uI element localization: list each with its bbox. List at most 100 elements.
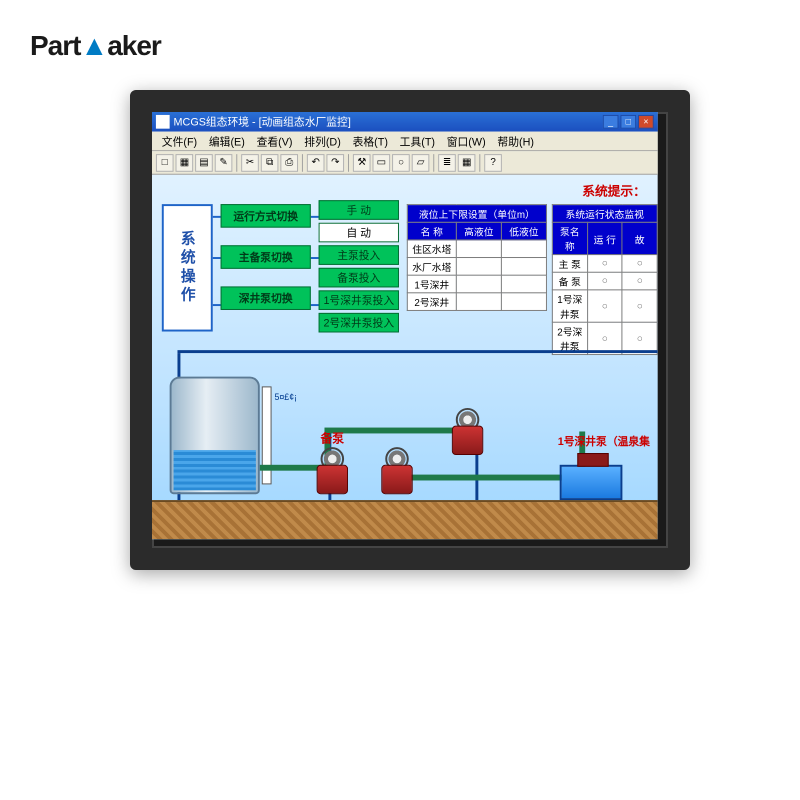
ground	[152, 500, 658, 539]
monitor-frame: MCGS组态环境 - [动画组态水厂监控] _ □ × 文件(F)编辑(E)查看…	[130, 90, 690, 570]
menu-item[interactable]: 文件(F)	[158, 131, 201, 151]
toolbar-button[interactable]: ↷	[326, 154, 344, 172]
toolbar-button[interactable]: ↶	[307, 154, 325, 172]
cell-input[interactable]	[456, 293, 501, 311]
toolbar-divider	[348, 154, 349, 172]
toolbar-button[interactable]: ?	[484, 154, 502, 172]
toolbar-button[interactable]: ▭	[373, 154, 391, 172]
cell-input[interactable]	[501, 258, 546, 276]
close-button[interactable]: ×	[638, 115, 654, 129]
status-indicator	[587, 255, 622, 273]
menu-item[interactable]: 编辑(E)	[205, 131, 249, 151]
mode-button[interactable]: 1号深井泵投入	[319, 290, 399, 310]
row-name: 主 泵	[552, 255, 587, 273]
status-indicator	[622, 272, 657, 290]
mode-label: 深井泵切换	[221, 286, 311, 310]
toolbar-divider	[236, 154, 237, 172]
row-name: 1号深井泵	[552, 290, 587, 322]
screen: MCGS组态环境 - [动画组态水厂监控] _ □ × 文件(F)编辑(E)查看…	[152, 112, 658, 539]
cell-input[interactable]	[501, 240, 546, 258]
column-header: 运 行	[587, 222, 622, 254]
toolbar-button[interactable]: ✂	[241, 154, 259, 172]
toolbar-button[interactable]: ⧉	[261, 154, 279, 172]
mode-label: 运行方式切换	[221, 204, 311, 228]
row-name: 2号深井	[407, 293, 456, 311]
table-row: 水厂水塔	[407, 258, 546, 276]
minimize-button[interactable]: _	[603, 115, 619, 129]
toolbar-button[interactable]: ▦	[458, 154, 476, 172]
row-name: 1号深井	[407, 275, 456, 293]
level-limits-table: 液位上下限设置（单位m） 名 称高液位低液位 住区水塔水厂水塔1号深井2号深井	[407, 204, 547, 311]
well-1[interactable]: 1号深井泵（温泉集	[560, 465, 623, 500]
table-row: 主 泵	[552, 255, 657, 273]
mode-label: 主备泵切换	[221, 245, 311, 269]
menu-item[interactable]: 窗口(W)	[443, 131, 490, 151]
toolbar-button[interactable]: □	[156, 154, 174, 172]
brand-logo: Part▲aker	[30, 30, 161, 62]
toolbar-button[interactable]: ⚒	[353, 154, 371, 172]
toolbar-button[interactable]: ▦	[176, 154, 194, 172]
process-diagram: 备泵 1号深井泵（温泉集	[152, 351, 658, 539]
status-indicator	[587, 290, 622, 322]
column-header: 故	[622, 222, 657, 254]
ops-title: 系统操作	[177, 231, 198, 305]
toolbar-button[interactable]: ▤	[195, 154, 213, 172]
backup-pump[interactable]: 备泵	[311, 447, 354, 494]
titlebar[interactable]: MCGS组态环境 - [动画组态水厂监控] _ □ ×	[152, 112, 658, 132]
cell-input[interactable]	[456, 258, 501, 276]
table-row: 1号深井	[407, 275, 546, 293]
menu-item[interactable]: 查看(V)	[253, 131, 297, 151]
mode-button[interactable]: 自 动	[319, 223, 399, 243]
toolbar-button[interactable]: ○	[392, 154, 410, 172]
water-tank	[170, 377, 260, 495]
connector-line	[311, 257, 319, 259]
toolbar-button[interactable]: ≣	[438, 154, 456, 172]
menu-item[interactable]: 排列(D)	[300, 131, 344, 151]
mode-button[interactable]: 备泵投入	[319, 268, 399, 288]
mode-button[interactable]: 手 动	[319, 200, 399, 220]
pipe-header	[177, 350, 657, 353]
row-name: 住区水塔	[407, 240, 456, 258]
aux-pump[interactable]	[446, 408, 489, 455]
toolbar-button[interactable]: ▱	[412, 154, 430, 172]
status-table: 系统运行状态监视 泵名称运 行故 主 泵备 泵1号深井泵2号深井泵	[552, 204, 658, 355]
scada-canvas: 系统提示： 系统操作 运行方式切换主备泵切换深井泵切换 手 动自 动主泵投入备泵…	[152, 175, 658, 540]
toolbar-button[interactable]: ✎	[215, 154, 233, 172]
toolbar-divider	[302, 154, 303, 172]
mode-button[interactable]: 2号深井泵投入	[319, 313, 399, 333]
cell-input[interactable]	[456, 275, 501, 293]
connector-line	[213, 304, 221, 306]
toolbar-divider	[433, 154, 434, 172]
status-indicator	[622, 255, 657, 273]
pipe	[407, 475, 583, 481]
row-name: 备 泵	[552, 272, 587, 290]
table-row: 住区水塔	[407, 240, 546, 258]
mode-button[interactable]: 主泵投入	[319, 245, 399, 265]
cell-input[interactable]	[501, 275, 546, 293]
cell-input[interactable]	[501, 293, 546, 311]
water-level	[174, 450, 256, 490]
main-pump[interactable]	[375, 447, 418, 494]
connector-line	[311, 304, 319, 306]
menu-item[interactable]: 工具(T)	[396, 131, 439, 151]
connector-line	[213, 216, 221, 218]
cell-input[interactable]	[456, 240, 501, 258]
table-row: 1号深井泵	[552, 290, 657, 322]
maximize-button[interactable]: □	[620, 115, 636, 129]
logo-accent-icon: ▲	[80, 30, 107, 61]
menu-item[interactable]: 帮助(H)	[494, 131, 538, 151]
row-name: 水厂水塔	[407, 258, 456, 276]
toolbar-divider	[479, 154, 480, 172]
menu-item[interactable]: 表格(T)	[349, 131, 392, 151]
menubar: 文件(F)编辑(E)查看(V)排列(D)表格(T)工具(T)窗口(W)帮助(H)	[152, 132, 658, 152]
column-header: 高液位	[456, 222, 501, 240]
table-row: 备 泵	[552, 272, 657, 290]
app-icon	[156, 115, 170, 129]
window-title: MCGS组态环境 - [动画组态水厂监控]	[174, 114, 351, 130]
table-header: 系统运行状态监视	[552, 205, 657, 223]
connector-line	[311, 216, 319, 218]
pump-label: 备泵	[305, 430, 360, 447]
well-cap	[577, 453, 608, 467]
status-indicator	[622, 290, 657, 322]
toolbar-button[interactable]: ⎙	[280, 154, 298, 172]
